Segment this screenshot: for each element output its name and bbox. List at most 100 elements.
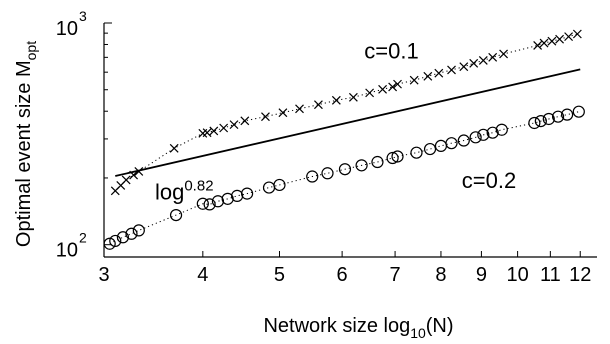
x-marker-stroke [121, 175, 131, 185]
circle-marker [469, 131, 482, 144]
circle-marker [391, 150, 404, 163]
y-tick-base: 10 [56, 18, 78, 40]
annotation-text: c=0.2 [462, 168, 516, 193]
x-marker [409, 75, 419, 85]
circle-marker [203, 198, 216, 211]
x-marker-stroke [229, 120, 239, 130]
x-marker-stroke [129, 170, 139, 180]
x-tick-label: 8 [435, 264, 446, 286]
circle-marker [542, 112, 555, 126]
circle-marker [116, 231, 130, 244]
x-marker [331, 95, 341, 105]
x-marker [423, 71, 433, 81]
x-marker-stroke [202, 128, 212, 138]
x-marker-stroke [499, 49, 509, 59]
x-marker [378, 84, 388, 94]
x-marker [564, 32, 574, 42]
x-marker-stroke [209, 126, 219, 136]
x-marker-stroke [488, 52, 498, 62]
x-axis-label-tail: (N) [426, 315, 454, 337]
x-axis-label-main: Network size log [263, 315, 410, 337]
x-marker-stroke [331, 95, 341, 105]
annotation-text: c=0.1 [364, 39, 418, 64]
x-marker [209, 126, 219, 136]
x-marker [169, 143, 179, 153]
x-marker-stroke [393, 79, 402, 89]
circle-marker [231, 189, 244, 202]
circle-marker [125, 227, 138, 240]
x-axis-label: Network size log10(N) [263, 315, 453, 341]
circle-marker [211, 195, 225, 208]
circle-marker [371, 155, 384, 169]
x-marker-stroke [533, 41, 543, 50]
y-tick-label: 10 [56, 240, 78, 262]
x-marker-stroke [365, 88, 375, 98]
annotation-fit: log0.82 [155, 177, 214, 204]
circle-marker [306, 170, 319, 183]
x-marker-stroke [295, 104, 304, 114]
x-tick-label: 4 [197, 264, 208, 286]
y-tick-base: 10 [56, 240, 78, 262]
circle-marker [410, 146, 423, 159]
circle-marker [477, 128, 490, 141]
annotation-superscript: 0.82 [184, 177, 213, 194]
x-marker [533, 41, 543, 50]
circle-marker [321, 167, 334, 180]
x-marker [295, 104, 304, 114]
x-marker-stroke [469, 58, 479, 68]
x-marker-stroke [409, 75, 419, 85]
x-marker-stroke [564, 32, 574, 42]
x-marker-stroke [555, 34, 565, 44]
circle-marker [495, 123, 508, 136]
x-marker-stroke [261, 112, 270, 122]
x-marker [499, 49, 509, 59]
x-marker [478, 55, 488, 65]
x-marker [278, 108, 288, 118]
circle-marker [445, 137, 458, 150]
x-marker [434, 68, 444, 78]
circle-marker [355, 159, 368, 172]
x-marker-stroke [478, 55, 488, 65]
x-marker [129, 170, 139, 180]
y-axis-label: Optimal event size Mopt [13, 41, 39, 247]
x-marker-stroke [547, 36, 557, 46]
series-dotted-line [109, 111, 579, 245]
circle-marker [338, 163, 352, 176]
x-marker [121, 175, 131, 185]
circle-marker [434, 139, 448, 153]
circle-marker [457, 134, 470, 147]
x-marker-stroke [572, 29, 582, 39]
x-marker [388, 82, 398, 92]
y-tick-exponent: 2 [79, 230, 87, 246]
circle-marker [534, 114, 547, 128]
circle-marker [132, 224, 145, 237]
x-marker [539, 38, 549, 48]
x-tick-label: 7 [390, 264, 401, 286]
x-marker [134, 167, 144, 176]
x-marker [469, 58, 479, 68]
x-marker [202, 128, 212, 138]
circle-marker [528, 116, 541, 130]
x-marker [365, 88, 375, 98]
annotation-c01: c=0.1 [364, 39, 418, 64]
x-marker-stroke [459, 62, 469, 72]
annotation-c02: c=0.2 [462, 168, 516, 193]
x-marker [348, 92, 358, 102]
x-marker-stroke [240, 116, 250, 126]
x-tick-label: 6 [337, 264, 348, 286]
x-tick-label: 5 [274, 264, 285, 286]
circle-marker [572, 105, 585, 118]
x-marker [261, 112, 270, 122]
x-marker-stroke [434, 68, 444, 78]
y-axis-label-main: Optimal event size M [13, 60, 35, 247]
x-tick-label: 11 [540, 264, 561, 286]
x-marker [488, 52, 498, 62]
data-marks [103, 29, 585, 250]
x-marker [547, 36, 557, 46]
x-marker-stroke [388, 82, 398, 92]
x-marker-stroke [134, 167, 144, 176]
circle-marker [109, 234, 122, 248]
circle-marker [486, 126, 499, 139]
